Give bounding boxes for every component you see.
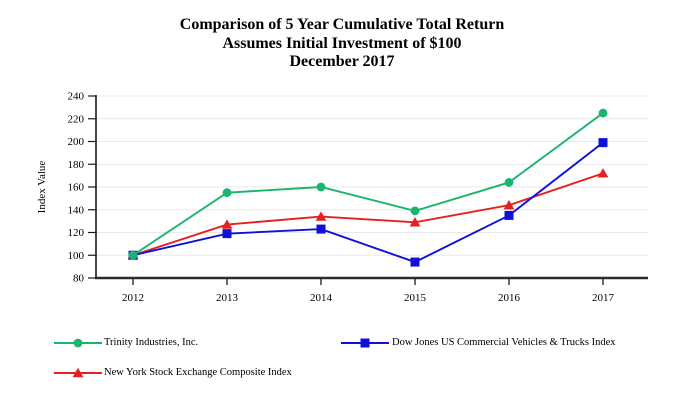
chart-title-line-3: December 2017 xyxy=(289,53,395,70)
legend-label-2: New York Stock Exchange Composite Index xyxy=(104,367,292,378)
data-point-marker-2013 xyxy=(221,219,233,229)
series-line-0 xyxy=(132,112,604,257)
y-tick-label: 140 xyxy=(68,204,85,216)
y-tick-label: 240 xyxy=(68,91,85,103)
y-tick-label: 180 xyxy=(68,159,85,171)
y-tick-label: 120 xyxy=(68,227,85,239)
x-tick-label: 2015 xyxy=(404,292,427,304)
data-point-marker-2015 xyxy=(410,206,420,216)
x-tick-label: 2014 xyxy=(310,292,333,304)
series-line-1 xyxy=(132,141,604,264)
data-point-marker-2017 xyxy=(598,138,608,148)
data-point-marker-2015 xyxy=(409,217,421,227)
data-point-marker-2013 xyxy=(222,188,232,198)
x-tick-label: 2012 xyxy=(122,292,144,304)
data-point-marker-2014 xyxy=(316,224,326,234)
data-point-marker-2014 xyxy=(316,182,326,192)
x-tick-label: 2017 xyxy=(592,292,615,304)
circle-marker-icon xyxy=(54,338,102,348)
data-point-marker-2017 xyxy=(598,108,608,118)
data-point-marker-2014 xyxy=(315,211,327,221)
data-point-marker-2016 xyxy=(503,200,515,210)
data-point-marker-2015 xyxy=(410,257,420,267)
y-tick-label: 200 xyxy=(68,136,85,148)
legend-label-1: Dow Jones US Commercial Vehicles & Truck… xyxy=(392,337,616,348)
x-tick-label: 2013 xyxy=(216,292,239,304)
y-tick-label: 80 xyxy=(73,273,85,285)
y-tick-label: 220 xyxy=(68,113,85,125)
y-tick-label: 100 xyxy=(68,250,85,262)
data-point-marker-2013 xyxy=(222,229,232,239)
data-point-marker-2017 xyxy=(597,168,609,178)
data-point-marker-2016 xyxy=(504,210,514,220)
legend-label-0: Trinity Industries, Inc. xyxy=(104,337,199,348)
triangle-marker-icon xyxy=(54,367,102,378)
data-point-marker-2012 xyxy=(128,250,138,260)
chart-title: Comparison of 5 Year Cumulative Total Re… xyxy=(0,16,684,72)
x-tick-label: 2016 xyxy=(498,292,521,304)
y-tick-label: 160 xyxy=(68,182,85,194)
line-chart-plot-area: 80 100 120 140 160 180 200 220 240 2012 2013 2014 20… xyxy=(68,91,648,304)
chart-title-line-1: Comparison of 5 Year Cumulative Total Re… xyxy=(179,16,505,33)
chart-title-line-2: Assumes Initial Investment of $100 xyxy=(222,34,462,52)
y-axis-title: Index Value xyxy=(36,160,48,214)
square-marker-icon xyxy=(341,338,389,348)
series-line-2 xyxy=(132,172,604,257)
data-point-marker-2016 xyxy=(504,178,514,187)
